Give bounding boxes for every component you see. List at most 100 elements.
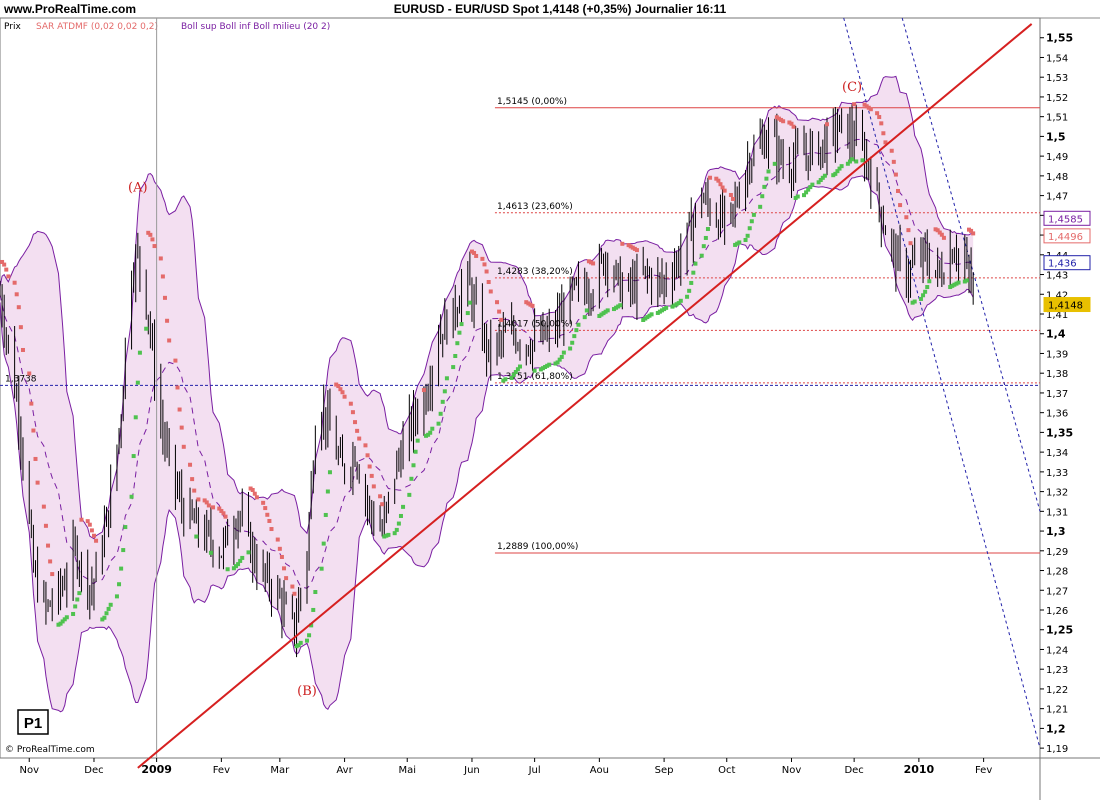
sar-dot: [304, 638, 309, 643]
sar-dot: [898, 203, 903, 208]
sar-dot: [570, 340, 575, 345]
sar-dot: [20, 347, 25, 352]
sar-dot: [787, 120, 792, 125]
sar-dot: [766, 169, 771, 174]
sar-dot: [104, 611, 109, 616]
sar-dot: [77, 591, 82, 596]
sar-dot: [966, 227, 971, 232]
sar-dot: [421, 388, 426, 393]
sar-dot: [58, 621, 63, 626]
sar-dot: [279, 554, 284, 559]
sar-dot: [238, 558, 243, 563]
sar-dot: [881, 131, 886, 136]
sar-dot: [424, 433, 429, 438]
sar-dot: [776, 116, 781, 121]
sar-dot: [480, 256, 485, 261]
sar-dot: [146, 230, 151, 235]
sar-dot: [33, 456, 38, 461]
sar-dot: [451, 365, 456, 370]
sar-dot: [883, 140, 888, 145]
sar-dot: [79, 517, 84, 522]
sar-dot: [14, 292, 19, 297]
sar-dot: [223, 514, 228, 519]
sar-dot: [60, 619, 65, 624]
bollinger-middle: [0, 138, 974, 589]
sar-dot: [277, 546, 282, 551]
sar-dot: [114, 594, 119, 599]
panel-label: P1: [24, 715, 42, 732]
sar-dot: [722, 188, 727, 193]
sar-dot: [384, 533, 389, 538]
sar-dot: [357, 436, 362, 441]
sar-dot: [472, 250, 477, 255]
y-tick-label: 1,39: [1046, 349, 1068, 360]
sar-dot: [605, 308, 610, 313]
fib-label-2: 1,4283 (38,20%): [497, 267, 573, 277]
sar-dot: [179, 425, 184, 430]
wave-label-2: (C): [842, 80, 862, 95]
sar-dot: [933, 227, 938, 232]
sar-dot: [121, 548, 126, 553]
sar-dot: [469, 249, 474, 254]
sar-dot: [772, 161, 777, 166]
sar-dot: [591, 261, 596, 266]
sar-dot: [626, 243, 631, 248]
sar-dot: [298, 640, 303, 645]
sar-dot: [568, 346, 573, 351]
sar-dot: [488, 289, 493, 294]
sar-dot: [964, 278, 969, 283]
x-tick-label: Dec: [844, 765, 863, 776]
sar-dot: [367, 464, 372, 469]
sar-dot: [762, 184, 767, 189]
y-tick-label: 1,19: [1046, 744, 1068, 755]
sar-dot: [319, 566, 324, 571]
sar-dot: [620, 241, 625, 246]
sar-dot: [246, 550, 251, 555]
sar-dot: [513, 369, 518, 374]
sar-dot: [937, 230, 942, 235]
sar-dot: [386, 532, 391, 537]
sar-dot: [486, 280, 491, 285]
sar-dot: [108, 602, 113, 607]
sar-dot: [217, 506, 222, 511]
sar-dot: [632, 246, 637, 251]
sar-dot: [589, 260, 594, 265]
sar-dot: [365, 453, 370, 458]
sar-dot: [438, 411, 443, 416]
panel-label-box[interactable]: P1: [17, 709, 49, 735]
sar-dot: [540, 366, 545, 371]
sar-dot: [43, 523, 48, 528]
y-tick-label: 1,42: [1046, 290, 1068, 301]
sar-dot: [879, 121, 884, 126]
y-tick-label: 1,49: [1046, 152, 1068, 163]
y-tick-label: 1,37: [1046, 389, 1068, 400]
sar-dot: [555, 360, 560, 365]
sar-dot: [313, 589, 318, 594]
y-tick-label: 1,21: [1046, 705, 1068, 716]
sar-dot: [906, 228, 911, 233]
sar-dot: [282, 566, 287, 571]
sar-dot: [547, 362, 552, 367]
sar-dot: [860, 158, 865, 163]
sar-dot: [252, 491, 257, 496]
sar-dot: [603, 309, 608, 314]
sar-dot: [0, 259, 5, 264]
hline-label: 1,3738: [5, 374, 37, 384]
sar-dot: [614, 305, 619, 310]
price-tag-box: [1043, 228, 1091, 244]
sar-dot: [173, 358, 178, 363]
sar-dot: [240, 555, 245, 560]
sar-dot: [350, 410, 355, 415]
sar-dot: [950, 283, 955, 288]
sar-dot: [269, 527, 274, 532]
sar-dot: [202, 498, 207, 503]
sar-dot: [691, 270, 696, 275]
sar-dot: [35, 480, 40, 485]
sar-dot: [956, 280, 961, 285]
sar-dot: [687, 288, 692, 293]
sar-dot: [211, 505, 216, 510]
sar-dot: [430, 426, 435, 431]
site-url[interactable]: www.ProRealTime.com: [3, 2, 136, 16]
sar-dot: [204, 500, 209, 505]
